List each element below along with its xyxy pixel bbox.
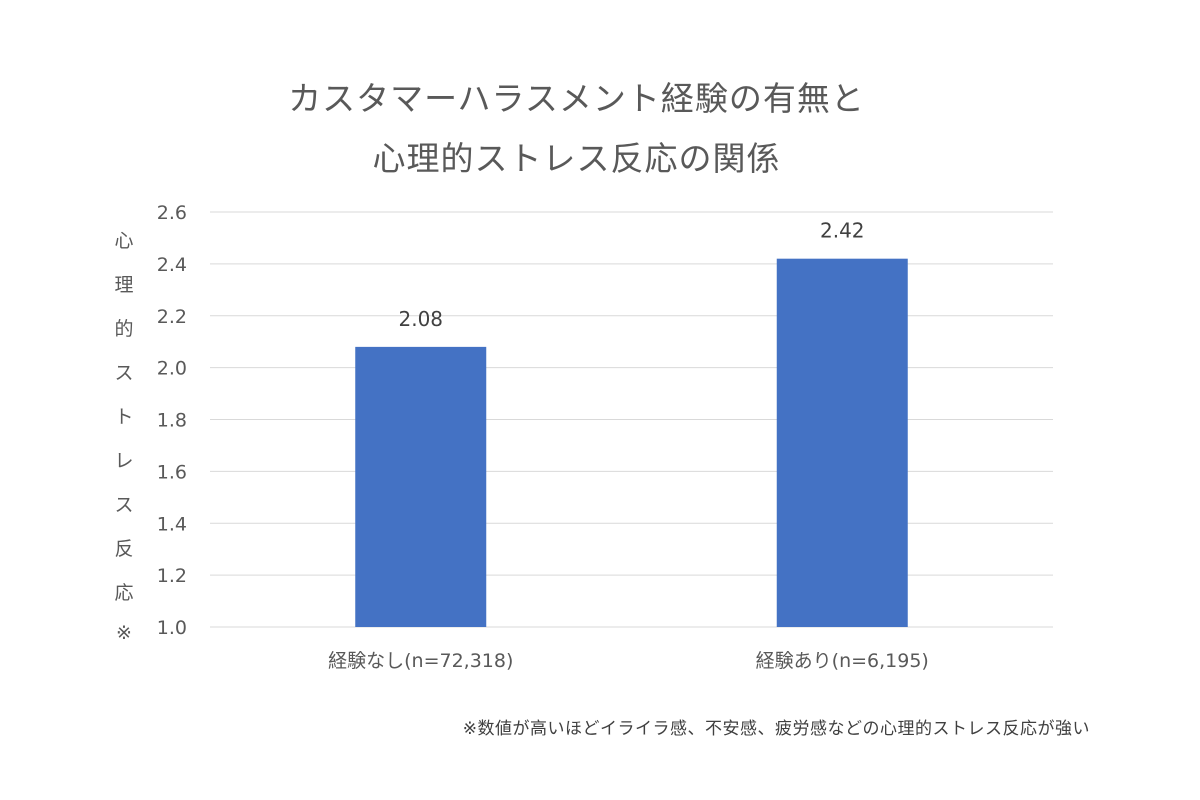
data-label: 2.08 xyxy=(398,307,443,331)
y-axis-label-char: ス xyxy=(114,362,134,384)
y-axis-label-char: 反 xyxy=(114,538,134,560)
y-axis-label-char: 応 xyxy=(114,582,134,604)
y-tick-label: 2.4 xyxy=(157,254,187,276)
bar xyxy=(355,346,487,627)
y-tick-label: 1.0 xyxy=(157,617,187,639)
footnote: ※数値が高いほどイライラ感、不安感、疲労感などの心理的ストレス反応が強い xyxy=(462,719,1090,739)
y-tick-label: 2.2 xyxy=(157,306,187,328)
chart-title-line-2: 心理的ストレス反応の関係 xyxy=(372,139,781,178)
y-tick-label: 1.2 xyxy=(157,565,187,587)
y-tick-label: 2.0 xyxy=(157,358,187,380)
y-axis-label-char: レ xyxy=(114,450,134,472)
y-axis-label-char: ※ xyxy=(116,622,132,644)
y-axis-label-char: 理 xyxy=(114,274,134,296)
chart-title-line-1: カスタマーハラスメント経験の有無と xyxy=(288,79,865,118)
y-axis-label-char: 的 xyxy=(114,318,134,340)
y-axis-label-char: ス xyxy=(114,494,134,516)
y-tick-label: 1.8 xyxy=(157,410,187,432)
y-tick-label: 1.4 xyxy=(157,513,187,535)
x-tick-label: 経験なし(n=72,318) xyxy=(328,650,513,672)
y-tick-label: 1.6 xyxy=(157,461,187,483)
data-label: 2.42 xyxy=(820,219,865,243)
bar xyxy=(776,258,908,627)
y-axis-label-char: ト xyxy=(114,406,134,428)
y-tick-label: 2.6 xyxy=(157,202,187,224)
x-tick-label: 経験あり(n=6,195) xyxy=(756,650,929,672)
y-axis-label-char: 心 xyxy=(114,230,134,252)
